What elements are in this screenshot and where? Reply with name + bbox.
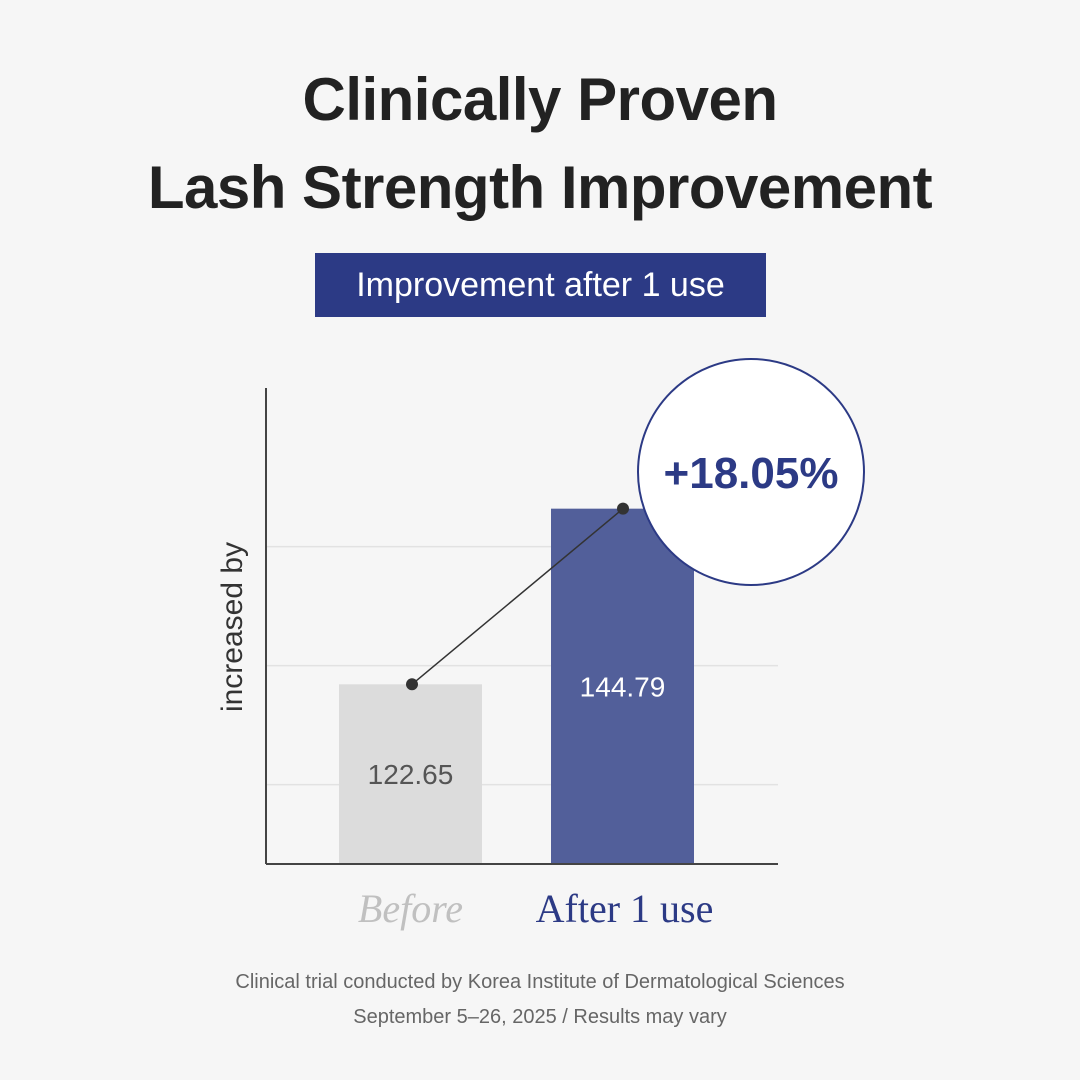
trend-point-after — [617, 502, 629, 515]
bar-before — [339, 684, 482, 864]
footnote-line-1: Clinical trial conducted by Korea Instit… — [235, 971, 845, 993]
category-label: Before — [358, 886, 463, 931]
bar-value-label: 144.79 — [580, 671, 666, 702]
category-label: After 1 use — [536, 886, 714, 931]
trend-connector-line — [411, 508, 624, 685]
footnote-line-2: September 5–26, 2025 / Results may vary — [353, 1006, 727, 1028]
page-title-line-1: Clinically Proven — [302, 66, 778, 133]
y-axis-label: increased by — [216, 542, 249, 712]
subtitle-badge: Improvement after 1 use — [315, 253, 766, 317]
trend-point-before — [406, 678, 418, 691]
bar-value-label: 122.65 — [368, 759, 454, 790]
change-badge-circle — [637, 358, 865, 586]
change-percent-label: +18.05% — [664, 449, 839, 498]
bar-after — [551, 508, 694, 864]
page-title-line-2: Lash Strength Improvement — [147, 154, 933, 221]
